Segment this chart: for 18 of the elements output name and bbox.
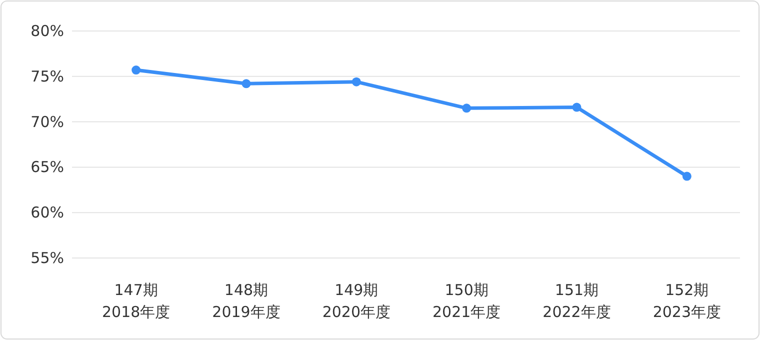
y-tick-label: 60% [30, 204, 64, 222]
x-tick-label: 150期 2021年度 [432, 281, 501, 321]
point [572, 102, 582, 112]
point [132, 66, 141, 75]
point [352, 77, 361, 86]
x-tick-label: 149期 2020年度 [322, 281, 391, 321]
x-tick-label: 147期 2018年度 [102, 281, 170, 321]
y-tick-label: 80% [30, 22, 64, 40]
x-tick-label: 152期 2023年度 [652, 281, 722, 321]
x-tick-label: 148期 2019年度 [212, 281, 280, 321]
point [242, 79, 251, 88]
y-tick-label: 55% [30, 249, 64, 267]
y-tick-label: 65% [30, 158, 64, 176]
y-tick-label: 75% [30, 67, 64, 86]
point [462, 104, 472, 113]
x-tick-label: 151期 2022年度 [542, 281, 611, 321]
y-tick-label: 70% [30, 112, 64, 131]
point [682, 172, 692, 181]
